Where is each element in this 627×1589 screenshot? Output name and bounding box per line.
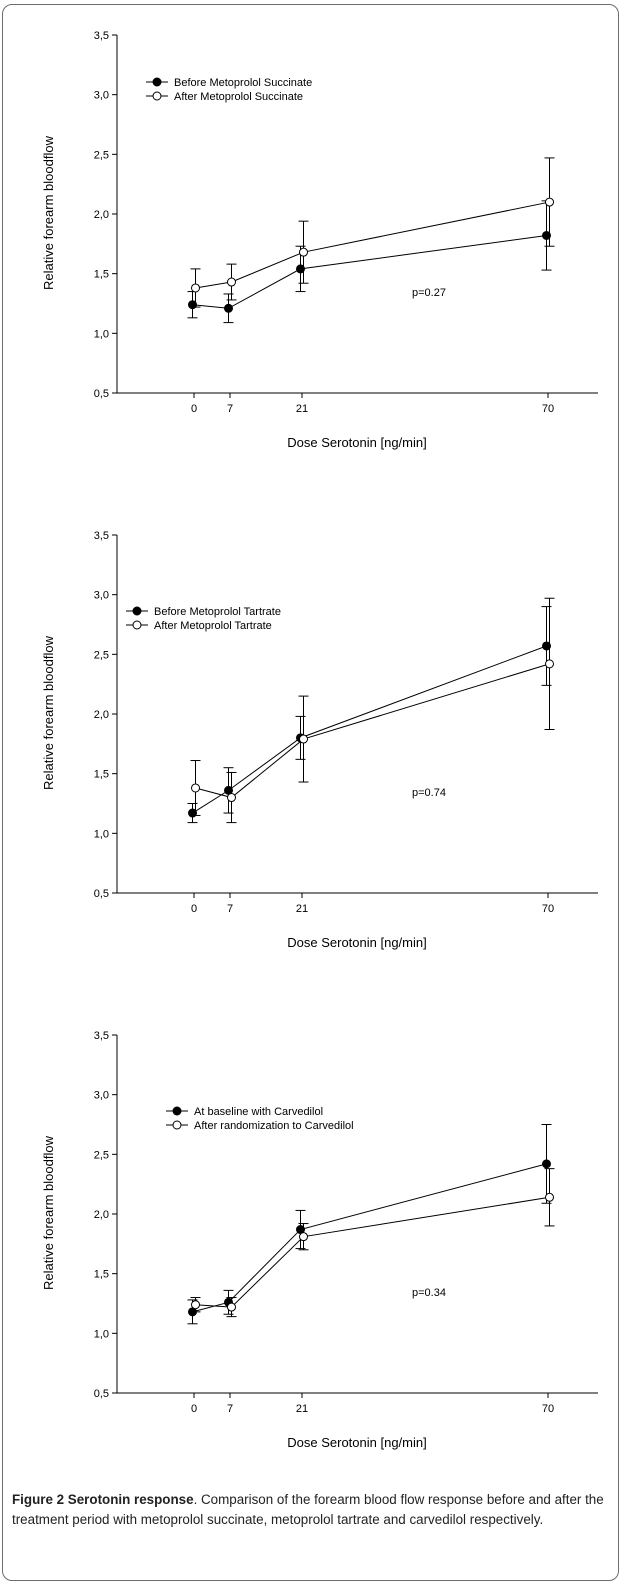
data-point [545, 197, 554, 207]
legend-label: After Metoprolol Tartrate [154, 620, 272, 632]
y-tick-label: 1,5 [94, 269, 109, 281]
y-tick-label: 2,0 [94, 1209, 109, 1221]
y-tick-label: 3,5 [94, 530, 109, 542]
y-tick-label: 3,0 [94, 1090, 109, 1102]
data-point [227, 1302, 236, 1312]
y-tick-label: 0,5 [94, 1388, 109, 1400]
y-tick-label: 1,0 [94, 1328, 109, 1340]
data-point [296, 264, 305, 274]
figure-caption: Figure 2 Serotonin response. Comparison … [12, 1490, 612, 1529]
caption-label: Figure 2 Serotonin response [12, 1492, 194, 1507]
data-point [299, 734, 308, 744]
y-axis-title: Relative forearm bloodflow [41, 635, 56, 790]
y-tick-label: 2,0 [94, 209, 109, 221]
legend-label: At baseline with Carvedilol [194, 1106, 323, 1118]
x-tick-label: 7 [227, 1403, 233, 1415]
legend-marker [152, 91, 162, 101]
x-tick-label: 7 [227, 903, 233, 915]
series-line-2 [195, 663, 550, 799]
chart-panel-2: 0,5 1,0 1,5 2,0 2,5 3,0 3,5 0 7 21 70 Dose Serotoni… [41, 530, 598, 950]
y-axis-title: Relative forearm bloodflow [41, 1135, 56, 1290]
data-point [191, 283, 200, 293]
x-axis-title: Dose Serotonin [ng/min] [287, 435, 426, 450]
x-tick-label: 0 [191, 403, 197, 415]
y-tick-label: 2,5 [94, 149, 109, 161]
data-point [227, 277, 236, 287]
legend-label: Before Metoprolol Tartrate [154, 606, 281, 618]
x-tick-label: 21 [296, 903, 308, 915]
x-tick-label: 0 [191, 1403, 197, 1415]
y-tick-label: 1,0 [94, 828, 109, 840]
p-value-annotation: p=0.74 [412, 787, 446, 799]
legend-marker [152, 77, 162, 87]
y-tick-label: 3,5 [94, 1030, 109, 1042]
legend-marker [132, 606, 142, 616]
x-tick-label: 70 [542, 1403, 554, 1415]
y-tick-label: 3,0 [94, 90, 109, 102]
y-tick-label: 3,0 [94, 590, 109, 602]
y-tick-label: 2,0 [94, 709, 109, 721]
data-point [545, 1192, 554, 1202]
y-tick-label: 1,0 [94, 328, 109, 340]
y-tick-label: 2,5 [94, 1149, 109, 1161]
x-tick-label: 0 [191, 903, 197, 915]
series-line-1 [192, 234, 547, 309]
legend-marker [132, 620, 142, 630]
data-point [191, 1300, 200, 1310]
p-value-annotation: p=0.27 [412, 287, 446, 299]
y-axis-title: Relative forearm bloodflow [41, 135, 56, 290]
p-value-annotation: p=0.34 [412, 1287, 446, 1299]
series-line-1 [192, 645, 547, 814]
chart-panel-1: 0,5 1,0 1,5 2,0 2,5 3,0 3,5 0 7 21 70 Dose Serotoni… [41, 30, 598, 450]
x-tick-label: 70 [542, 403, 554, 415]
series-line-1 [192, 1163, 547, 1313]
data-point [545, 659, 554, 669]
data-point [224, 303, 233, 313]
legend-label: After randomization to Carvedilol [194, 1120, 354, 1132]
figure-frame [2, 4, 619, 1581]
chart-panel-3: 0,5 1,0 1,5 2,0 2,5 3,0 3,5 0 7 21 70 Dose Serotoni… [41, 1030, 598, 1450]
caption-text: . Comparison of the forearm blood flow r… [12, 1492, 604, 1527]
x-axis-title: Dose Serotonin [ng/min] [287, 935, 426, 950]
y-tick-label: 1,5 [94, 1269, 109, 1281]
data-point [542, 230, 551, 240]
x-tick-label: 7 [227, 403, 233, 415]
y-tick-label: 0,5 [94, 888, 109, 900]
data-point [542, 1159, 551, 1169]
data-point [299, 1232, 308, 1242]
legend-label: Before Metoprolol Succinate [174, 77, 312, 89]
legend-marker [172, 1106, 182, 1116]
x-tick-label: 70 [542, 903, 554, 915]
legend-marker [172, 1120, 182, 1130]
data-point [299, 247, 308, 257]
data-point [191, 783, 200, 793]
x-tick-label: 21 [296, 1403, 308, 1415]
data-point [227, 793, 236, 803]
series-line-2 [195, 201, 550, 289]
x-axis-title: Dose Serotonin [ng/min] [287, 1435, 426, 1450]
y-tick-label: 1,5 [94, 769, 109, 781]
x-tick-label: 21 [296, 403, 308, 415]
y-tick-label: 0,5 [94, 388, 109, 400]
series-line-2 [195, 1196, 550, 1308]
legend-label: After Metoprolol Succinate [174, 91, 303, 103]
y-tick-label: 2,5 [94, 649, 109, 661]
y-tick-label: 3,5 [94, 30, 109, 42]
data-point [542, 641, 551, 651]
